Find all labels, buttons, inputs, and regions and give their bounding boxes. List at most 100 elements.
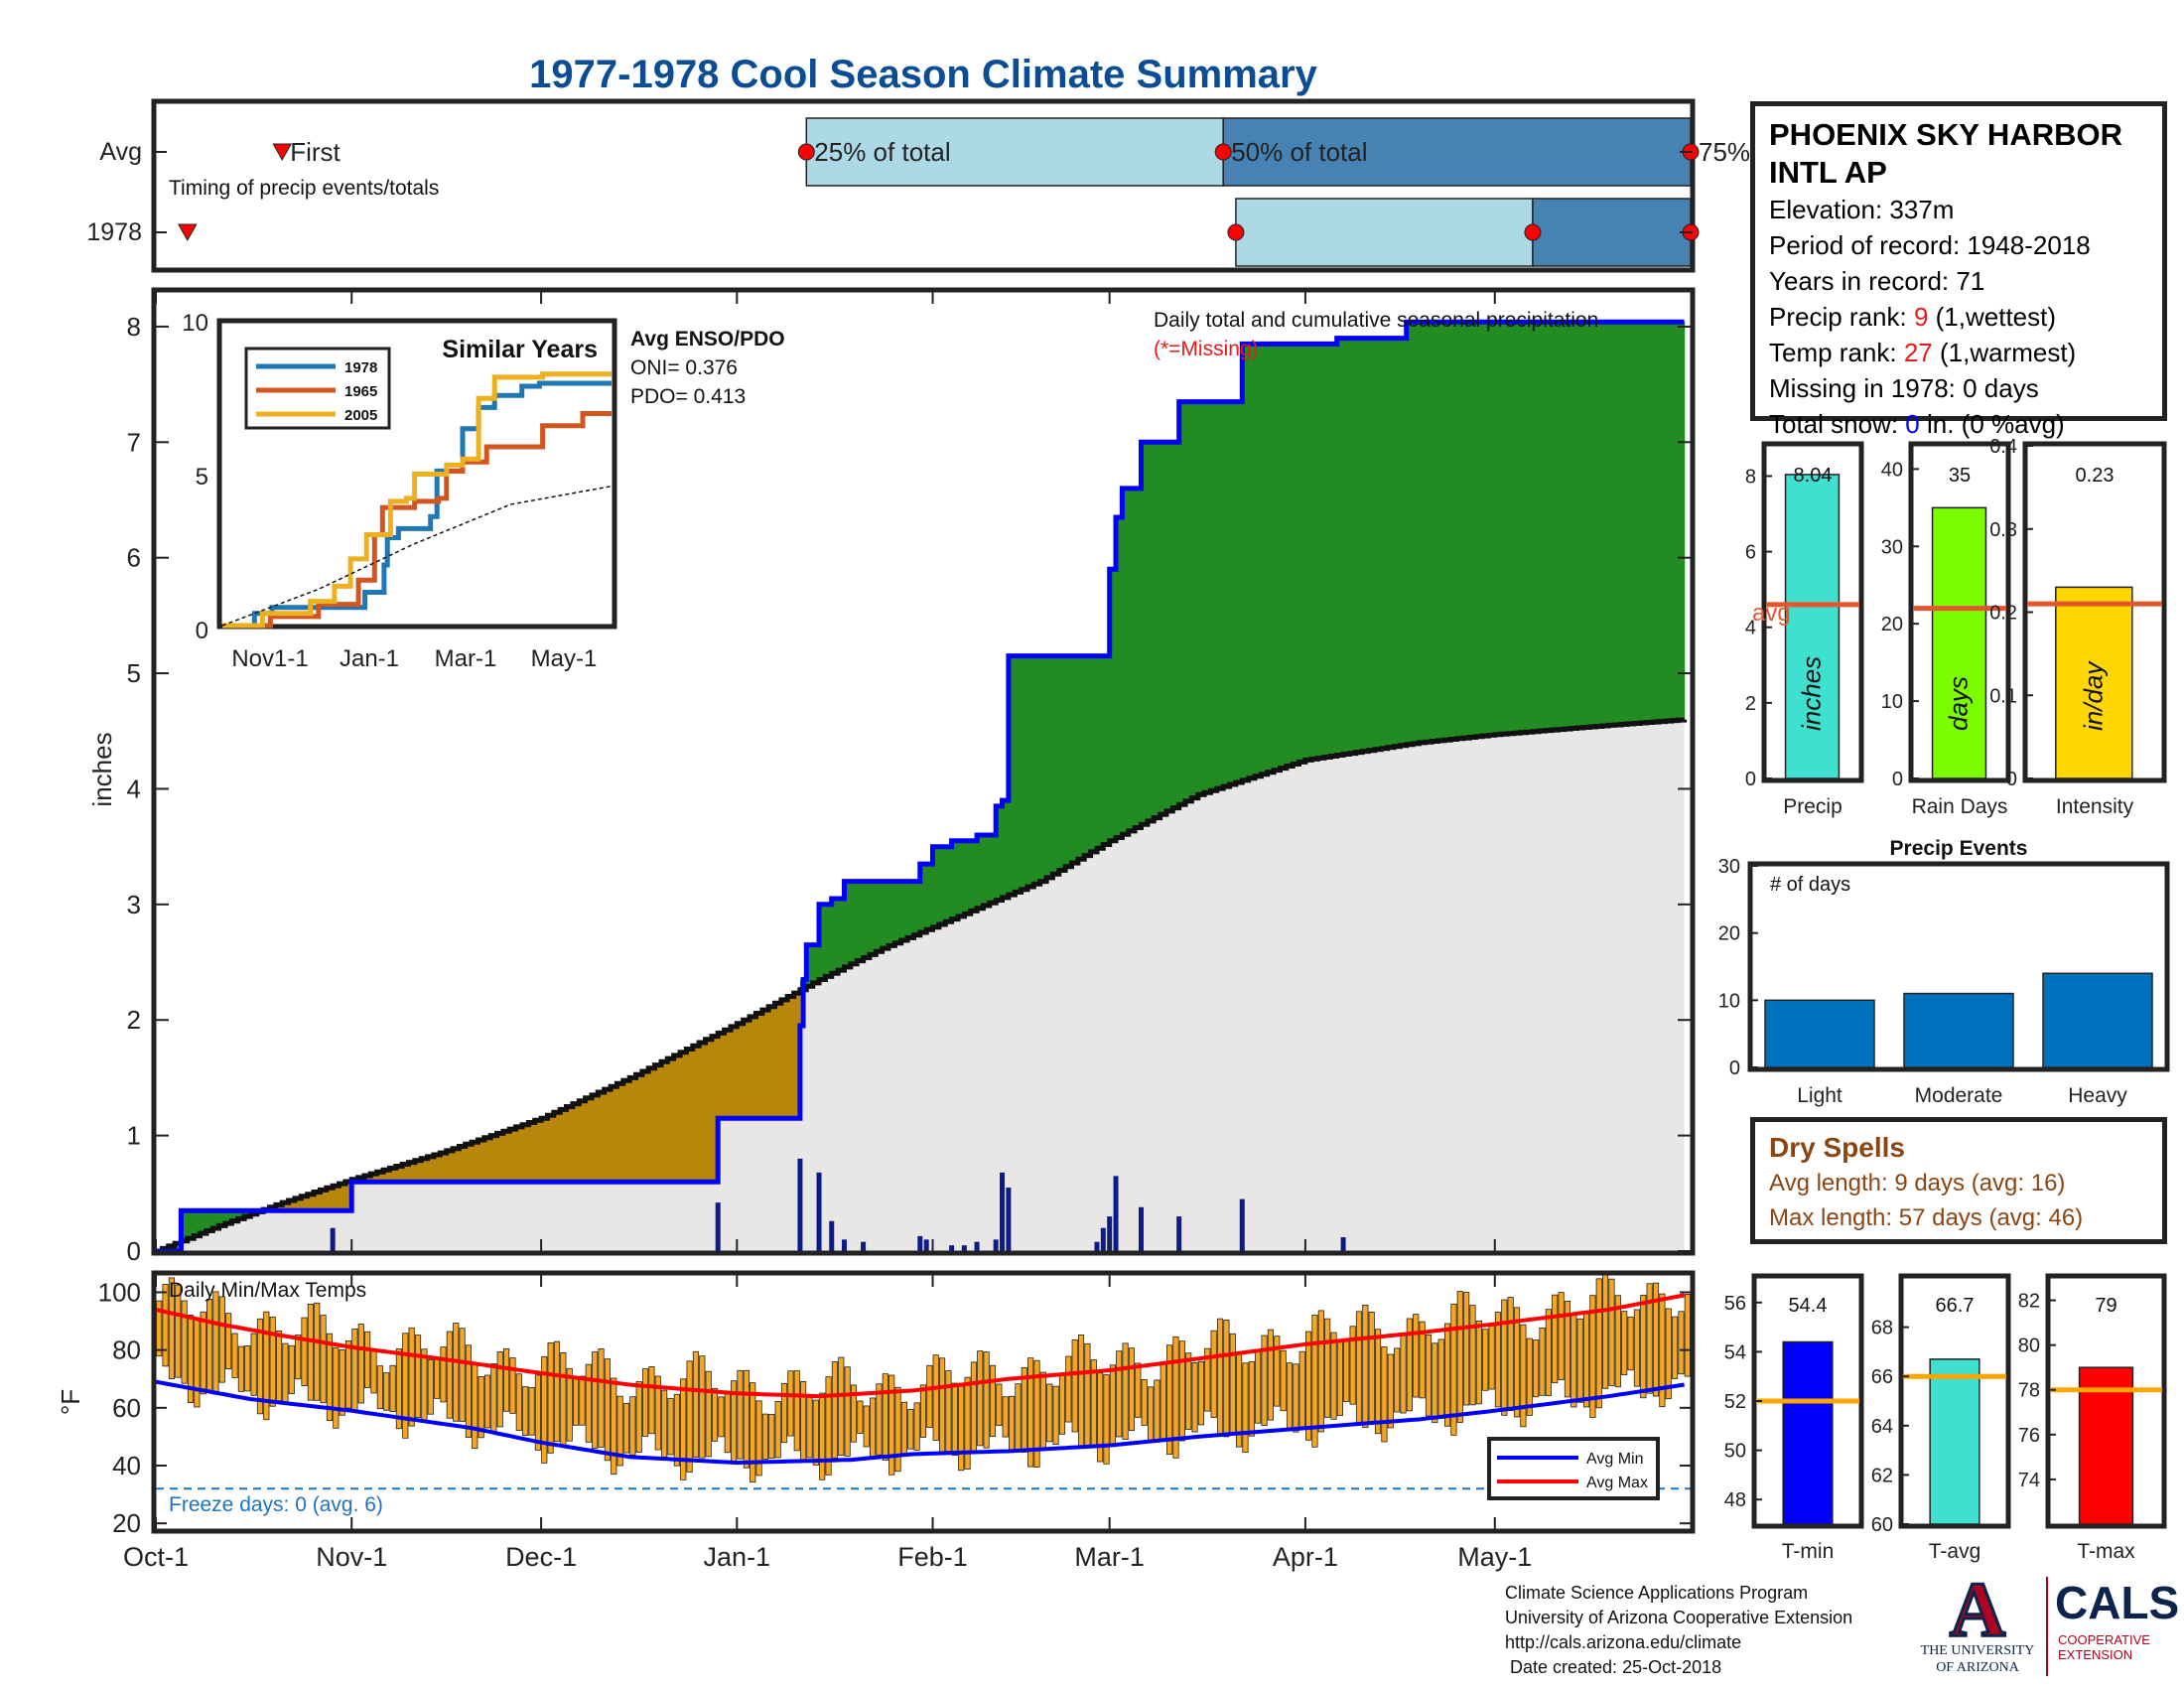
daily-temp-bar: [592, 1351, 599, 1450]
surplus-band: [1267, 344, 1275, 772]
x-tick-label: Dec-1: [505, 1542, 577, 1572]
daily-temp-bar: [1349, 1326, 1356, 1405]
surplus-band: [1582, 322, 1590, 728]
daily-temp-bar: [1621, 1311, 1628, 1376]
y-tick-label: 82: [2018, 1291, 2040, 1313]
temp-rank-value: 27: [1903, 338, 1933, 367]
surplus-band: [1160, 442, 1167, 813]
y-tick-label: 6: [1745, 542, 1756, 564]
daily-temp-bar: [1216, 1318, 1224, 1436]
daily-temp-bar: [1437, 1338, 1444, 1419]
dry-spells-max-length: Max length: 57 days (avg: 46): [1769, 1204, 2084, 1231]
daily-temp-bar: [225, 1313, 232, 1370]
surplus-band: [1539, 322, 1547, 731]
inset-ytick-0: 0: [196, 618, 208, 644]
daily-temp-bar: [490, 1363, 497, 1433]
daily-temp-bar: [168, 1277, 175, 1379]
events-y-tick-label: 30: [1718, 856, 1740, 878]
daily-precip-bar: [816, 1172, 822, 1251]
daily-temp-bar: [1545, 1309, 1552, 1397]
daily-temp-bar: [1109, 1364, 1116, 1448]
surplus-band: [1362, 338, 1370, 752]
surplus-band: [1286, 344, 1294, 766]
station-name-line-2: INTL AP: [1769, 155, 1887, 190]
daily-temp-bar: [1589, 1295, 1596, 1418]
surplus-band: [1172, 442, 1180, 806]
avg-cumulative-fill: [156, 719, 1685, 1251]
precip-panel: 0 1 2 3 4 5 6 7 8 inches Daily total and cumulat…: [87, 287, 1696, 1266]
deficit-band: [344, 1180, 352, 1211]
deficit-band: [483, 1136, 491, 1183]
daily-temp-bar: [622, 1402, 630, 1454]
bar-unit-label: in/day: [2078, 660, 2108, 731]
precip-rank-prefix: Precip rank:: [1769, 302, 1914, 332]
daily-temp-bar: [1324, 1318, 1331, 1418]
deficit-band: [534, 1119, 542, 1183]
temp-y-tick-label: 40: [112, 1451, 141, 1480]
events-title: Precip Events: [1890, 837, 2028, 860]
daily-temp-bar: [573, 1377, 580, 1426]
daily-temp-bar: [1463, 1292, 1470, 1406]
surplus-band: [1646, 322, 1654, 723]
daily-temp-bar: [831, 1361, 839, 1459]
daily-temp-bar: [1317, 1310, 1324, 1433]
x-label: T-min: [1782, 1540, 1835, 1563]
surplus-band: [1255, 344, 1262, 775]
daily-temp-bar: [1298, 1350, 1305, 1430]
inset-line-2005: [222, 371, 612, 629]
surplus-band: [224, 1210, 232, 1222]
surplus-band: [1381, 338, 1389, 749]
daily-temp-bar: [894, 1386, 901, 1473]
surplus-band: [1154, 442, 1161, 816]
daily-temp-bar: [882, 1373, 888, 1461]
surplus-band: [1122, 488, 1130, 833]
daily-temp-bar: [200, 1311, 206, 1395]
deficit-band: [301, 1195, 309, 1211]
surplus-band: [1178, 401, 1186, 803]
surplus-band: [205, 1210, 213, 1230]
events-x-label: Heavy: [2068, 1084, 2127, 1107]
value-label: 8.04: [1794, 465, 1833, 487]
station-name-line-1: PHOENIX SKY HARBOR: [1769, 117, 2122, 152]
daily-temp-bar: [339, 1348, 345, 1416]
daily-temp-bar: [629, 1396, 636, 1456]
daily-temp-bar: [1135, 1362, 1142, 1418]
page-title: 1977-1978 Cool Season Climate Summary: [529, 53, 1317, 96]
surplus-band: [1488, 322, 1496, 736]
enso-title: Avg ENSO/PDO: [630, 328, 785, 351]
daily-temp-bar: [1185, 1352, 1192, 1430]
inset-xtick-may: May-1: [531, 645, 598, 672]
value-label: 35: [1949, 465, 1971, 487]
daily-temp-bar: [1027, 1357, 1034, 1468]
daily-temp-bar: [1684, 1294, 1691, 1377]
surplus-band: [1443, 322, 1451, 740]
y-tick-label: 66: [1871, 1366, 1893, 1388]
surplus-band: [831, 899, 839, 972]
deficit-band: [616, 1081, 624, 1183]
deficit-band: [780, 998, 788, 1119]
surplus-band: [876, 881, 884, 950]
surplus-band: [1419, 322, 1427, 743]
pdo-value: PDO= 0.413: [630, 385, 746, 408]
daily-temp-bar: [1141, 1379, 1148, 1426]
daily-temp-bar: [1633, 1309, 1641, 1387]
daily-temp-bar: [560, 1351, 567, 1446]
daily-temp-bar: [755, 1400, 762, 1477]
temperature-summary-charts: 48 50 52 54 56 54.4 T-min 60 62 64 66 68 66.7 T-avg 74…: [1724, 1273, 2167, 1563]
y-tick-label: 4: [1745, 618, 1756, 639]
daily-precip-bar: [949, 1245, 955, 1251]
daily-temp-bar: [1305, 1331, 1312, 1441]
daily-precip-bar: [1340, 1237, 1346, 1251]
daily-temp-bar: [711, 1387, 719, 1442]
surplus-band: [1513, 322, 1521, 733]
x-tick-label: Oct-1: [123, 1542, 189, 1572]
daily-temp-bar: [850, 1384, 858, 1443]
surplus-band: [1665, 322, 1673, 721]
daily-temp-bar: [1533, 1339, 1540, 1398]
legend-label-2005: 2005: [344, 407, 377, 424]
surplus-band: [970, 840, 978, 911]
daily-temp-bar: [1513, 1307, 1521, 1418]
daily-temp-bar: [541, 1355, 548, 1464]
1978-cumulative-line: [156, 319, 1685, 1254]
y-tick-label: 0: [127, 1236, 141, 1266]
